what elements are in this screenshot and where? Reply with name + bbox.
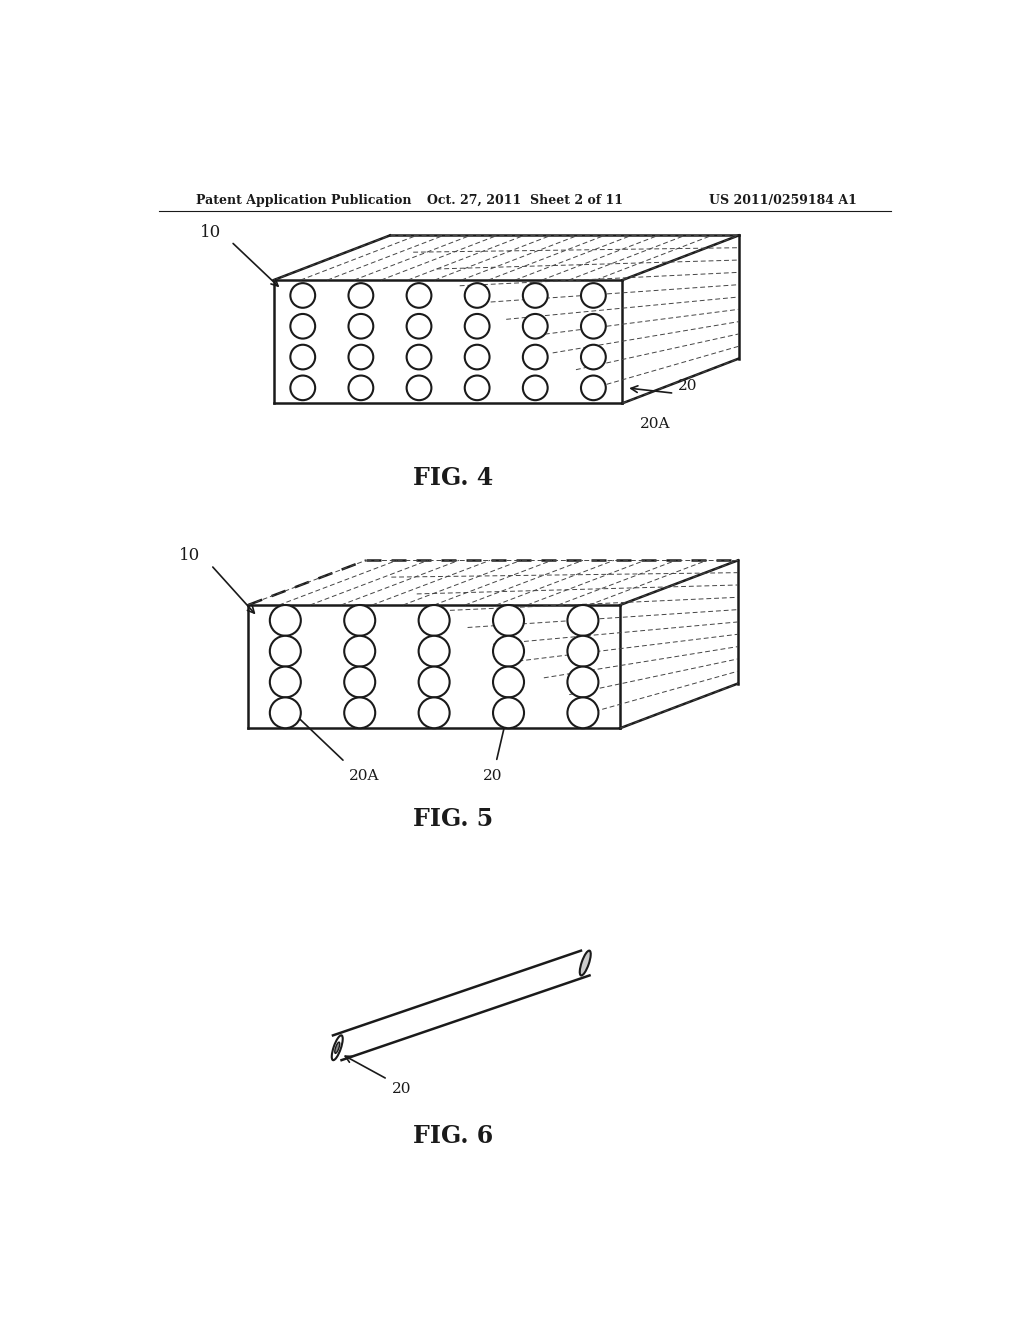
Text: 20: 20 [391, 1081, 411, 1096]
Text: 10: 10 [200, 224, 221, 240]
Text: 10: 10 [179, 548, 200, 564]
Text: FIG. 5: FIG. 5 [414, 807, 494, 832]
Circle shape [270, 697, 301, 729]
Ellipse shape [580, 950, 591, 975]
Circle shape [291, 314, 315, 339]
Circle shape [567, 667, 598, 697]
Circle shape [567, 697, 598, 729]
Circle shape [419, 697, 450, 729]
Circle shape [407, 375, 431, 400]
Circle shape [344, 636, 375, 667]
Text: 20A: 20A [640, 417, 670, 432]
Circle shape [270, 605, 301, 636]
Circle shape [523, 284, 548, 308]
Circle shape [523, 345, 548, 370]
Circle shape [581, 314, 606, 339]
Ellipse shape [332, 1035, 343, 1060]
Circle shape [581, 375, 606, 400]
Circle shape [348, 375, 374, 400]
Circle shape [270, 667, 301, 697]
Circle shape [581, 345, 606, 370]
Circle shape [419, 636, 450, 667]
Circle shape [348, 345, 374, 370]
Circle shape [465, 345, 489, 370]
Circle shape [348, 314, 374, 339]
Circle shape [270, 636, 301, 667]
Circle shape [344, 605, 375, 636]
Text: 20A: 20A [349, 770, 380, 783]
Text: Patent Application Publication: Patent Application Publication [197, 194, 412, 207]
Circle shape [419, 667, 450, 697]
Text: Oct. 27, 2011  Sheet 2 of 11: Oct. 27, 2011 Sheet 2 of 11 [427, 194, 623, 207]
Circle shape [407, 284, 431, 308]
Circle shape [465, 284, 489, 308]
Circle shape [344, 667, 375, 697]
Circle shape [523, 314, 548, 339]
Circle shape [291, 345, 315, 370]
Text: 20: 20 [482, 770, 502, 783]
Circle shape [407, 345, 431, 370]
Circle shape [407, 314, 431, 339]
Circle shape [523, 375, 548, 400]
Circle shape [493, 697, 524, 729]
Circle shape [493, 605, 524, 636]
Circle shape [465, 314, 489, 339]
Circle shape [493, 636, 524, 667]
Ellipse shape [335, 1043, 340, 1053]
Circle shape [581, 284, 606, 308]
Circle shape [344, 697, 375, 729]
Circle shape [348, 284, 374, 308]
Circle shape [567, 636, 598, 667]
Circle shape [419, 605, 450, 636]
Circle shape [291, 375, 315, 400]
Circle shape [291, 284, 315, 308]
Circle shape [493, 667, 524, 697]
Text: FIG. 6: FIG. 6 [414, 1125, 494, 1148]
Circle shape [465, 375, 489, 400]
Text: US 2011/0259184 A1: US 2011/0259184 A1 [709, 194, 856, 207]
Text: FIG. 4: FIG. 4 [414, 466, 494, 490]
Circle shape [567, 605, 598, 636]
Text: 20: 20 [678, 379, 697, 392]
